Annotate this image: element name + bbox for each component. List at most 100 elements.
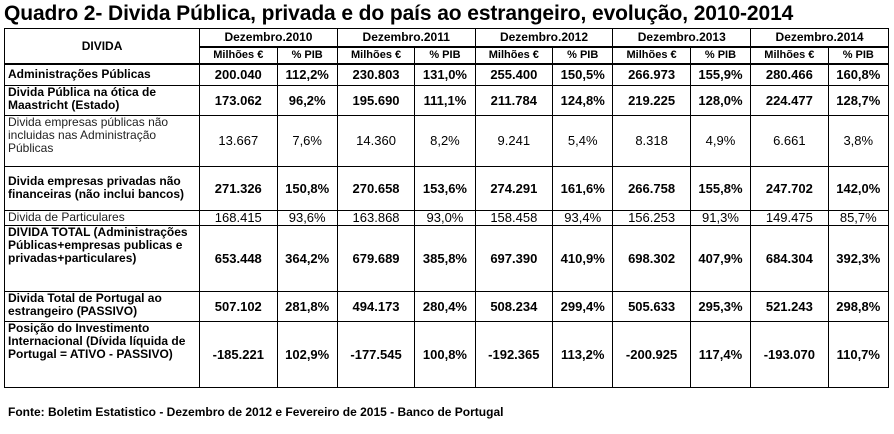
cell-pct: 281,8%	[276, 290, 338, 322]
table-row: Divida empresas privadas não financeiras…	[3, 165, 890, 211]
cell-value: 494.173	[336, 290, 416, 322]
cell-value: 508.234	[474, 290, 554, 322]
cell-value: 219.225	[612, 84, 691, 116]
cell-pct: 128,7%	[827, 84, 890, 116]
year-header: Dezembro.2010	[199, 28, 338, 48]
cell-pct: 117,4%	[689, 320, 752, 388]
year-header: Dezembro.2012	[474, 28, 614, 48]
unit-header-value: Milhões €	[474, 46, 554, 65]
cell-value: 247.702	[750, 165, 829, 211]
cell-value: 521.243	[750, 290, 829, 322]
table-row: Divida empresas públicas não incluidas n…	[3, 114, 890, 167]
cell-value: 168.415	[199, 209, 278, 226]
cell-pct: 364,2%	[276, 224, 338, 292]
row-label: Divida Total de Portugal ao estrangeiro …	[3, 290, 201, 322]
cell-value: 679.689	[336, 224, 416, 292]
cell-value: 14.360	[336, 114, 416, 167]
cell-pct: 150,5%	[552, 63, 614, 86]
cell-value: 200.040	[199, 63, 278, 86]
header-row-units: Milhões € % PIB Milhões € % PIB Milhões …	[5, 46, 890, 65]
table-row: Administrações Públicas 200.040 112,2% 2…	[3, 63, 890, 86]
cell-value: 224.477	[750, 84, 829, 116]
cell-pct: 100,8%	[414, 320, 476, 388]
cell-value: 684.304	[750, 224, 829, 292]
cell-pct: 91,3%	[689, 209, 752, 226]
row-label: Divida Pública na ótica de Maastricht (E…	[3, 84, 201, 116]
cell-pct: 4,9%	[689, 114, 752, 167]
cell-value: -193.070	[750, 320, 829, 388]
unit-header-value: Milhões €	[612, 46, 691, 65]
cell-pct: 298,8%	[827, 290, 890, 322]
cell-value: 270.658	[336, 165, 416, 211]
cell-pct: 93,4%	[552, 209, 614, 226]
cell-pct: 96,2%	[276, 84, 338, 116]
cell-value: 195.690	[336, 84, 416, 116]
cell-value: 505.633	[612, 290, 691, 322]
row-label: Divida de Particulares	[3, 209, 201, 226]
cell-pct: 113,2%	[552, 320, 614, 388]
cell-value: 230.803	[336, 63, 416, 86]
unit-header-pct: % PIB	[552, 46, 614, 65]
table-row: Divida de Particulares 168.415 93,6% 163…	[3, 209, 890, 226]
cell-value: 271.326	[199, 165, 278, 211]
cell-pct: 93,0%	[414, 209, 476, 226]
cell-pct: 299,4%	[552, 290, 614, 322]
cell-pct: 160,8%	[827, 63, 890, 86]
cell-value: 158.458	[474, 209, 554, 226]
year-header: Dezembro.2013	[612, 28, 752, 48]
unit-header-pct: % PIB	[414, 46, 476, 65]
cell-pct: 155,8%	[689, 165, 752, 211]
unit-header-value: Milhões €	[750, 46, 829, 65]
year-header: Dezembro.2014	[750, 28, 889, 48]
cell-pct: 131,0%	[414, 63, 476, 86]
cell-pct: 150,8%	[276, 165, 338, 211]
year-header: Dezembro.2011	[336, 28, 476, 48]
cell-value: 274.291	[474, 165, 554, 211]
cell-pct: 112,2%	[276, 63, 338, 86]
header-row-years: DIVIDA Dezembro.2010 Dezembro.2011 Dezem…	[3, 28, 889, 65]
row-label: Divida empresas privadas não financeiras…	[3, 165, 201, 211]
cell-value: 266.758	[612, 165, 691, 211]
cell-value: 266.973	[612, 63, 691, 86]
cell-value: 9.241	[474, 114, 554, 167]
unit-header-value: Milhões €	[336, 46, 416, 65]
cell-pct: 8,2%	[414, 114, 476, 167]
cell-value: 163.868	[336, 209, 416, 226]
unit-header-pct: % PIB	[827, 46, 890, 65]
page-title: Quadro 2- Divida Pública, privada e do p…	[4, 2, 794, 25]
cell-value: -185.221	[199, 320, 278, 388]
table-row: Divida Pública na ótica de Maastricht (E…	[3, 84, 890, 116]
cell-pct: 3,8%	[827, 114, 890, 167]
cell-value: 211.784	[474, 84, 554, 116]
unit-header-value: Milhões €	[199, 46, 278, 65]
cell-pct: 5,4%	[552, 114, 614, 167]
table-row: Divida Total de Portugal ao estrangeiro …	[3, 290, 890, 322]
cell-value: 173.062	[199, 84, 278, 116]
debt-table: DIVIDA Dezembro.2010 Dezembro.2011 Dezem…	[3, 28, 890, 388]
cell-pct: 93,6%	[276, 209, 338, 226]
cell-value: -177.545	[336, 320, 416, 388]
cell-value: 507.102	[199, 290, 278, 322]
cell-pct: 295,3%	[689, 290, 752, 322]
cell-value: 13.667	[199, 114, 278, 167]
cell-pct: 161,6%	[552, 165, 614, 211]
cell-value: -192.365	[474, 320, 554, 388]
cell-pct: 407,9%	[689, 224, 752, 292]
cell-value: 255.400	[474, 63, 554, 86]
cell-value: 8.318	[612, 114, 691, 167]
cell-value: 697.390	[474, 224, 554, 292]
unit-header-pct: % PIB	[689, 46, 752, 65]
cell-pct: 128,0%	[689, 84, 752, 116]
cell-pct: 155,9%	[689, 63, 752, 86]
row-label: DIVIDA TOTAL (Administrações Públicas+em…	[3, 224, 201, 292]
row-label: Divida empresas públicas não incluidas n…	[3, 114, 201, 167]
cell-pct: 153,6%	[414, 165, 476, 211]
corner-header: DIVIDA	[3, 28, 201, 65]
table-row: Posição do Investimento Internacional (D…	[3, 320, 890, 388]
cell-value: 280.466	[750, 63, 829, 86]
cell-pct: 124,8%	[552, 84, 614, 116]
cell-value: 6.661	[750, 114, 829, 167]
cell-value: 698.302	[612, 224, 691, 292]
cell-pct: 111,1%	[414, 84, 476, 116]
cell-pct: 392,3%	[827, 224, 890, 292]
